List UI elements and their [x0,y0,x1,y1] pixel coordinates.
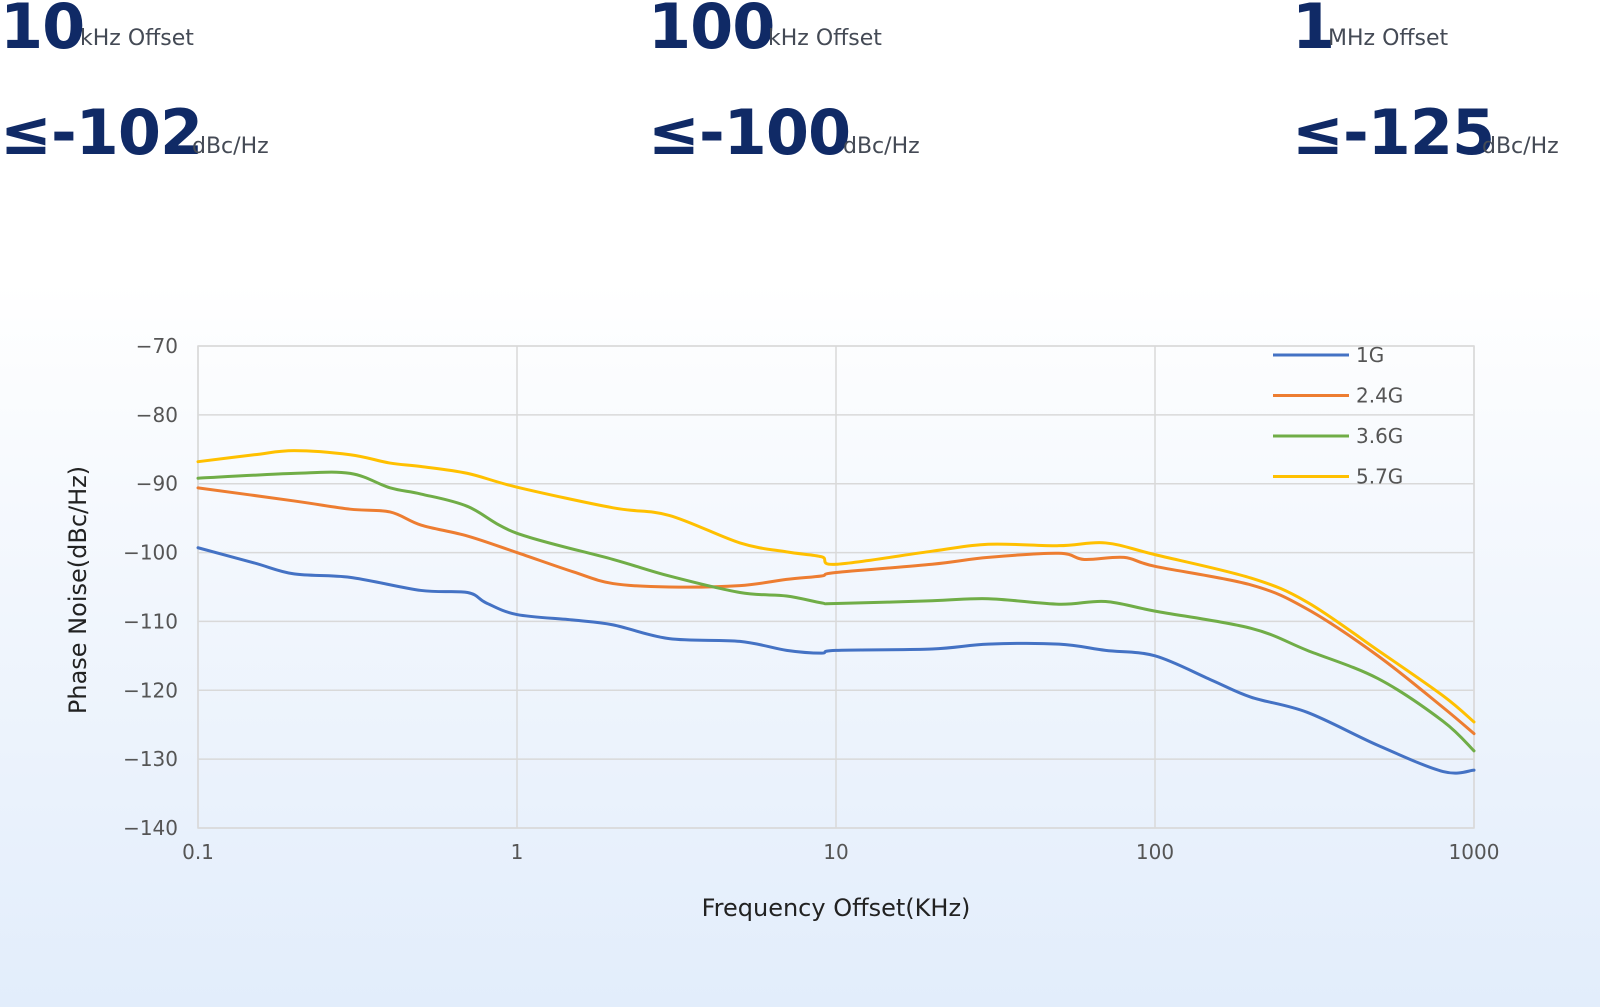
noise-value: ≤-102 [0,96,203,169]
spec-100khz: 100 kHz Offset ≤-100 dBc/Hz [648,0,1048,170]
y-tick-label: −110 [123,609,178,633]
noise-unit: dBc/Hz [1482,134,1559,159]
x-tick-label: 1000 [1449,840,1500,864]
y-tick-label: −100 [123,541,178,565]
y-axis-label: Phase Noise(dBc/Hz) [64,466,92,714]
offset-value: 100 [648,0,775,63]
x-tick-label: 1 [511,840,524,864]
legend-label-1G: 1G [1356,343,1384,367]
legend-label-2.4G: 2.4G [1356,384,1403,408]
spec-1mhz: 1 MHz Offset ≤-125 dBc/Hz [1292,0,1592,170]
noise-value: ≤-100 [648,96,851,169]
x-tick-label: 10 [823,840,848,864]
x-tick-label: 100 [1136,840,1174,864]
legend-label-5.7G: 5.7G [1356,465,1403,489]
noise-unit: dBc/Hz [843,134,920,159]
grid [197,345,1475,829]
y-tick-label: −140 [123,816,178,840]
offset-unit: kHz Offset [768,26,882,51]
y-tick-label: −90 [136,472,178,496]
legend-label-3.6G: 3.6G [1356,424,1403,448]
plot-frame [197,345,1475,829]
y-tick-label: −70 [136,334,178,358]
series-line-1G [196,546,1476,775]
series-line-3.6G [196,470,1476,753]
x-axis-label: Frequency Offset(KHz) [702,894,971,922]
series-line-5.7G [196,449,1476,724]
y-tick-label: −80 [136,403,178,427]
offset-value: 10 [0,0,85,63]
series-lines [196,449,1476,775]
offset-unit: MHz Offset [1328,26,1449,51]
y-tick-label: −130 [123,747,178,771]
noise-unit: dBc/Hz [192,134,269,159]
legend: 1G 2.4G 3.6G 5.7G [1273,343,1403,489]
noise-value: ≤-125 [1292,96,1495,169]
offset-value: 1 [1292,0,1335,63]
offset-unit: kHz Offset [80,26,194,51]
x-tick-label: 0.1 [182,840,214,864]
series-line-2.4G [196,486,1476,736]
spec-10khz: 10 kHz Offset ≤-102 dBc/Hz [0,0,400,170]
y-tick-label: −120 [123,678,178,702]
